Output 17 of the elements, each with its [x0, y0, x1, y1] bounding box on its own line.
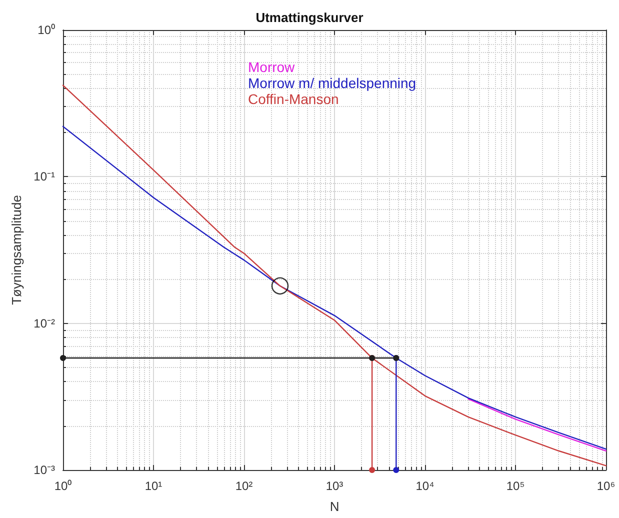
x-tick-label: 10⁵ — [506, 479, 525, 493]
x-tick-label: 10² — [235, 479, 253, 493]
y-tick-label: 10⁻² — [34, 316, 56, 330]
x-tick-label: 10³ — [326, 479, 344, 493]
x-tick-label: 10⁴ — [416, 479, 434, 493]
y-tick-label: 10⁻¹ — [34, 170, 56, 184]
x-axis-title: N — [330, 499, 340, 514]
y-axis-title: Tøyningsamplitude — [8, 195, 24, 305]
x-tick-label: 10⁶ — [596, 479, 616, 493]
y-tick-label: 10⁻³ — [34, 463, 56, 477]
text: Morrow — [248, 59, 296, 75]
text: Morrow m/ middelspenning — [248, 75, 416, 91]
x-tick-label: 10¹ — [144, 479, 162, 493]
x-tick-label: 10⁰ — [54, 479, 72, 493]
text: Coffin-Manson — [248, 91, 339, 107]
chart-title: Utmattingskurver — [256, 10, 364, 25]
y-tick-label: 10⁰ — [38, 23, 55, 37]
